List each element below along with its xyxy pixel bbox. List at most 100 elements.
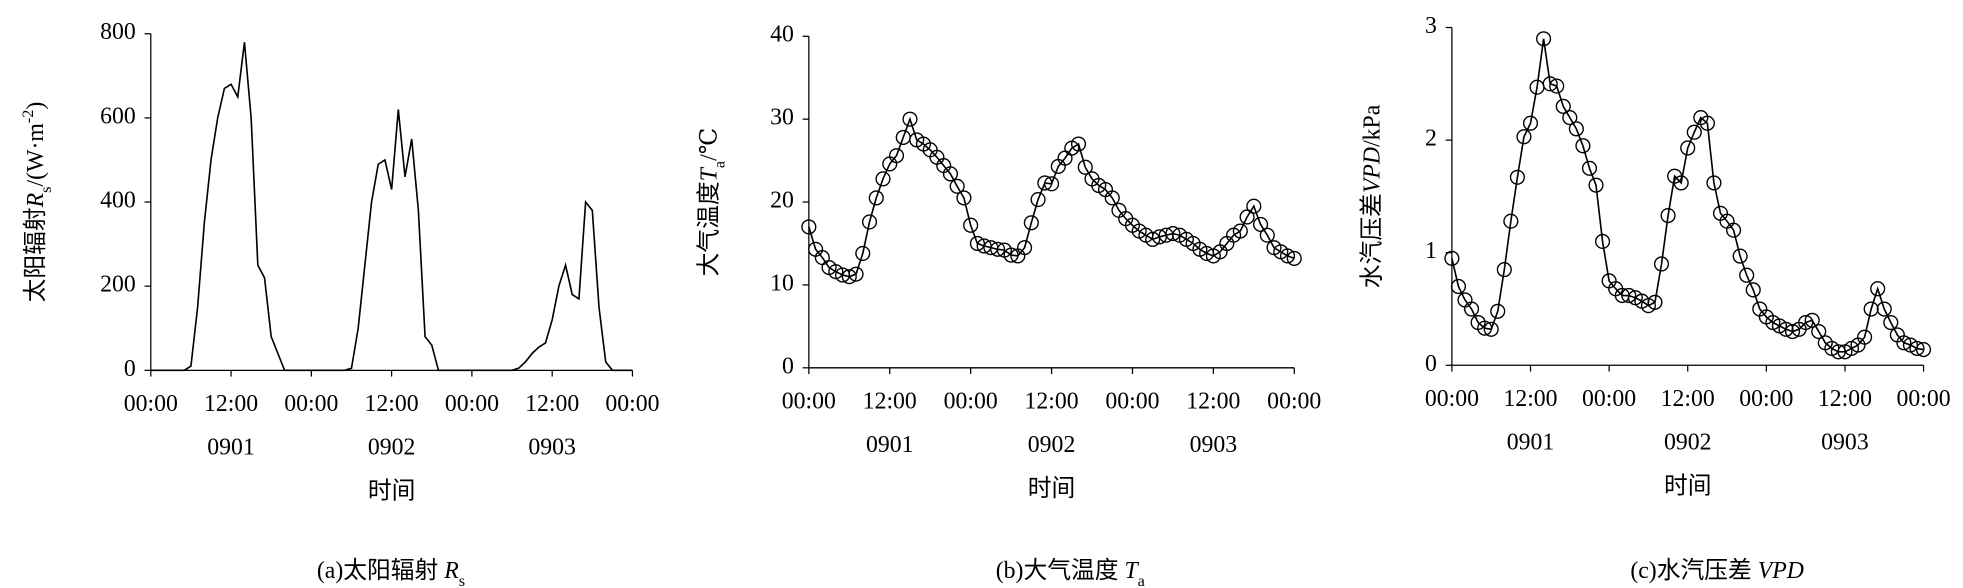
x-tick-label: 12:00 <box>1818 386 1872 412</box>
marker <box>1588 177 1604 193</box>
label-part: VPD <box>1360 147 1386 193</box>
x-tick-label: 12:00 <box>204 391 258 417</box>
label-part: 大气温度 <box>696 181 723 276</box>
y-tick-label: 1 <box>1425 238 1437 264</box>
marker <box>888 148 905 164</box>
label-part: VPD <box>1758 558 1804 584</box>
data-line <box>808 116 1295 278</box>
x-tick-label: 00:00 <box>1105 388 1159 414</box>
marker <box>1575 138 1591 154</box>
x-axis-label: 时间 <box>1028 475 1076 502</box>
marker <box>1732 248 1748 264</box>
label-part: ) <box>24 102 50 110</box>
x-tick-label: 12:00 <box>1661 386 1715 412</box>
label-part: T <box>697 166 723 181</box>
day-label: 0902 <box>1664 430 1712 456</box>
label-part: a <box>1138 572 1145 588</box>
marker <box>1784 323 1801 340</box>
y-tick-label: 600 <box>100 103 136 129</box>
marker <box>1522 115 1539 131</box>
x-tick-label: 00:00 <box>1582 386 1636 412</box>
label-part: R <box>443 558 459 584</box>
y-tick-label: 20 <box>770 187 794 213</box>
y-tick-label: 0 <box>1425 351 1437 377</box>
marker <box>1915 341 1932 358</box>
y-tick-label: 0 <box>782 353 794 379</box>
day-label: 0903 <box>528 435 576 461</box>
marker <box>1621 287 1637 304</box>
marker <box>990 241 1006 257</box>
marker <box>848 266 864 282</box>
marker <box>1023 215 1039 231</box>
data-line <box>1451 38 1924 353</box>
y-tick-label: 10 <box>770 270 794 296</box>
x-tick-label: 00:00 <box>782 388 836 414</box>
marker <box>1555 98 1571 114</box>
marker <box>1680 140 1696 156</box>
label-part: (b)大气温度 <box>996 557 1125 584</box>
y-tick-label: 400 <box>100 187 136 213</box>
marker <box>1444 250 1460 266</box>
marker <box>1562 110 1578 126</box>
data-line <box>150 42 633 372</box>
marker <box>1509 169 1525 185</box>
y-axis-label: 太阳辐射Rs/(W·m-2) <box>19 102 55 303</box>
label-part: (c)水汽压差 <box>1630 557 1757 584</box>
marker <box>1516 129 1532 145</box>
x-tick-label: 00:00 <box>1739 386 1793 412</box>
marker <box>1490 303 1506 319</box>
marker <box>1077 159 1093 175</box>
marker <box>1483 321 1499 337</box>
marker <box>875 171 891 187</box>
label-part: 水汽压差 <box>1359 193 1386 288</box>
marker <box>801 219 817 235</box>
y-tick-label: 0 <box>124 356 136 382</box>
day-label: 0902 <box>368 435 416 461</box>
label-part: s <box>459 572 465 588</box>
marker <box>1581 160 1598 176</box>
x-axis-label: 时间 <box>1664 472 1712 499</box>
day-label: 0903 <box>1190 432 1238 458</box>
label-part: /kPa <box>1360 104 1386 147</box>
marker <box>1673 175 1689 191</box>
day-label: 0902 <box>1028 432 1076 458</box>
marker <box>1070 136 1087 152</box>
marker <box>1706 175 1722 191</box>
marker <box>861 214 878 230</box>
marker <box>1542 76 1558 92</box>
marker <box>1653 256 1670 272</box>
day-label: 0901 <box>207 435 255 461</box>
y-tick-label: 40 <box>770 22 794 48</box>
label-part: T <box>1124 558 1139 584</box>
marker <box>1699 115 1715 131</box>
label-part: /℃ <box>697 128 723 161</box>
x-tick-label: 12:00 <box>863 388 917 414</box>
x-tick-label: 00:00 <box>944 388 998 414</box>
y-tick-label: 2 <box>1425 126 1437 152</box>
marker <box>1030 191 1046 208</box>
marker <box>1037 175 1053 191</box>
y-tick-label: 800 <box>100 19 136 45</box>
y-axis-label: 水汽压差VPD/kPa <box>1359 104 1386 288</box>
marker <box>902 111 918 127</box>
marker <box>1145 231 1161 247</box>
marker <box>1043 176 1060 192</box>
marker <box>1568 121 1584 137</box>
marker <box>949 178 965 194</box>
marker <box>1463 301 1480 317</box>
marker <box>1286 250 1302 266</box>
y-tick-label: 3 <box>1425 13 1437 39</box>
x-tick-label: 00:00 <box>1267 388 1321 414</box>
marker <box>1870 281 1886 297</box>
marker <box>1594 233 1611 250</box>
marker <box>1883 314 1899 331</box>
marker <box>1549 78 1565 94</box>
label-part: -2 <box>19 110 37 124</box>
marker <box>969 235 985 252</box>
y-tick-label: 200 <box>100 272 136 298</box>
marker <box>1536 31 1552 47</box>
marker <box>1165 225 1181 242</box>
marker <box>1745 282 1761 298</box>
marker <box>1017 240 1033 256</box>
marker <box>1104 190 1120 206</box>
